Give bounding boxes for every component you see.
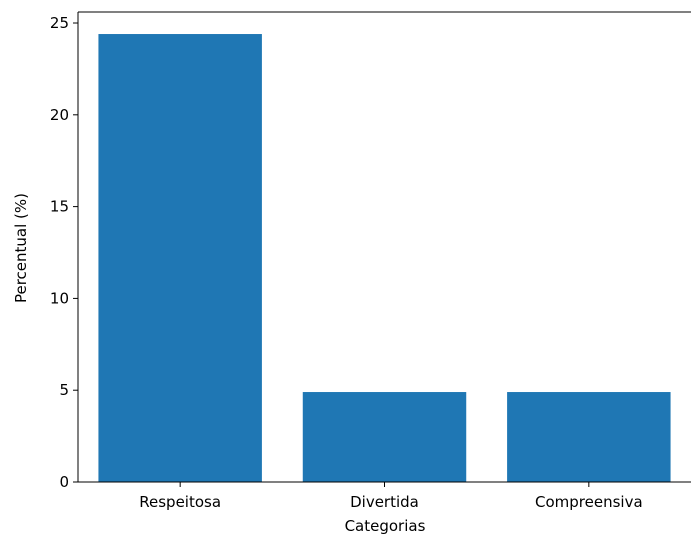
bar-divertida	[302, 392, 467, 482]
x-tick-label: Respeitosa	[139, 493, 221, 511]
x-tick-label: Compreensiva	[535, 493, 643, 511]
bar-compreensiva	[507, 392, 671, 482]
x-tick-label: Divertida	[350, 493, 419, 511]
bar-respeitosa	[98, 34, 262, 482]
y-tick-label: 10	[50, 289, 69, 307]
x-axis-title: Categorias	[345, 517, 426, 534]
x-axis-ticks: Respeitosa Divertida Compreensiva	[139, 482, 643, 511]
y-axis-title: Percentual (%)	[12, 193, 30, 303]
y-axis-ticks: 0 5 10 15 20 25	[50, 14, 78, 491]
y-tick-label: 25	[50, 14, 69, 32]
axis-spines	[77, 11, 691, 483]
y-tick-label: 15	[50, 198, 69, 216]
y-tick-label: 5	[59, 381, 69, 399]
y-tick-label: 0	[59, 473, 69, 491]
bars-group	[98, 34, 671, 482]
y-tick-label: 20	[50, 106, 69, 124]
